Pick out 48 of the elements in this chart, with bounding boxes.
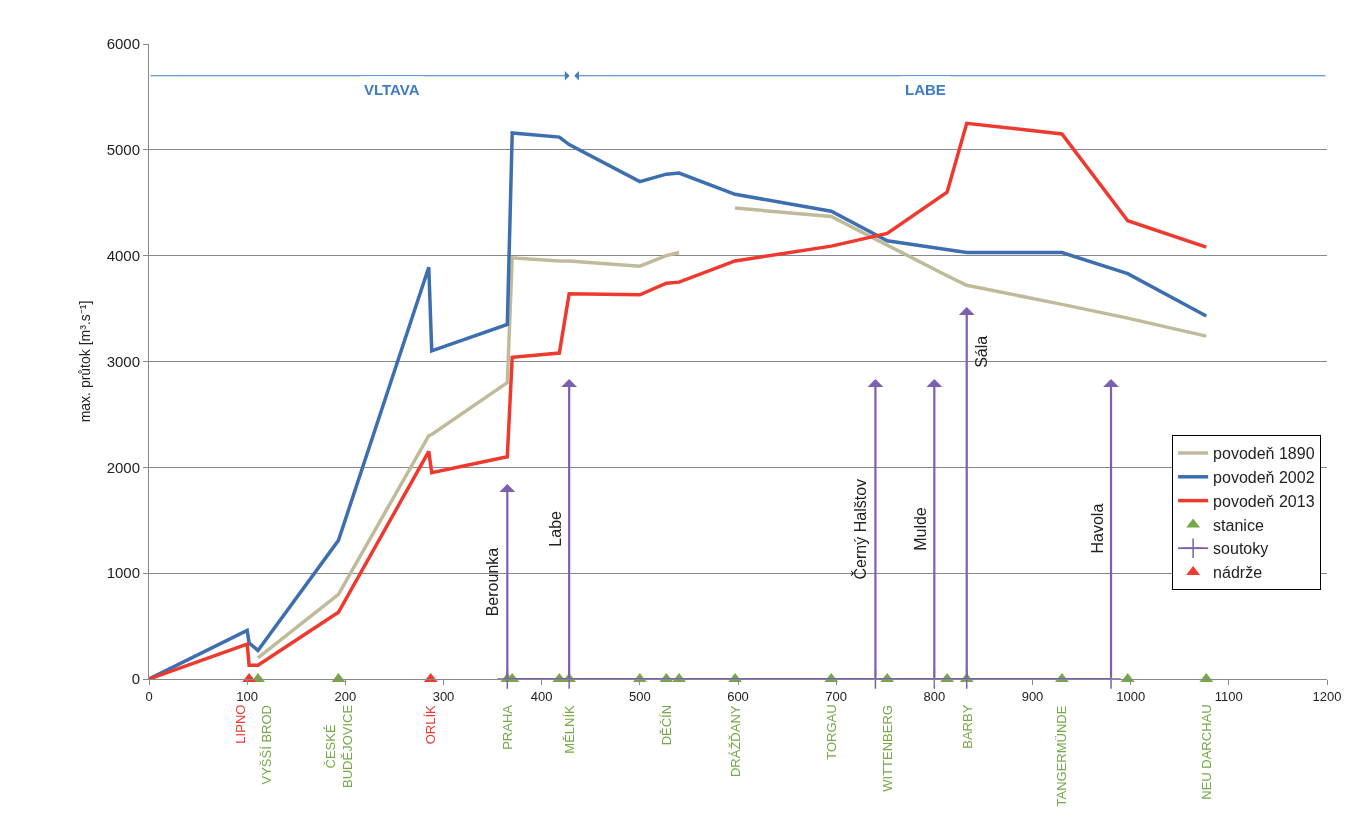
data-label: BARBY [959,704,975,749]
y-tick-label: 4000 [106,246,140,264]
y-tick-label: 5000 [106,141,140,159]
annotation: Černý Halštov [851,478,870,580]
annotation: LABE [905,81,946,98]
y-tick-label: 6000 [106,35,140,53]
x-tick-label: 900 [1021,688,1044,704]
y-tick-label: 1000 [106,564,140,582]
data-label: LIPNO [232,704,248,744]
legend-label: soutoky [1213,540,1269,558]
x-tick-label: 800 [923,688,946,704]
data-label: TANGERMÜNDE [1054,705,1070,807]
data-label: DRÁŽĎANY [728,705,744,778]
annotation: VLTAVA [364,81,420,98]
x-tick-label: 600 [727,688,749,704]
x-tick-label: 100 [236,688,259,704]
data-label: MĚLNÍK [561,704,577,754]
x-tick-label: 300 [432,688,455,704]
x-tick-label: 500 [628,688,651,704]
legend-label: nádrže [1213,564,1263,582]
x-tick-label: 0 [145,688,153,704]
annotation: Havola [1088,503,1106,554]
y-tick-label: 3000 [106,352,140,370]
data-label: WITTENBERG [879,705,895,792]
y-tick-label: 2000 [106,458,140,476]
annotation: Sála [972,335,990,368]
data-label: ČESKÉ BUDĚJOVICE [322,704,355,788]
data-label: ORLÍK [423,704,439,745]
data-label: PRAHA [499,704,515,750]
annotation: Mulde [911,507,929,551]
legend-label: povodeň 1890 [1213,445,1315,463]
y-axis-title: max. průtok [m³.s⁻¹] [77,300,94,423]
x-tick-label: 200 [334,688,357,704]
legend-label: povodeň 2002 [1213,469,1315,487]
data-label: VYŠŠÍ BROD [259,705,275,785]
data-label: TORGAU [823,704,839,760]
annotation: Berounka [484,547,502,617]
data-label: DĚČÍN [659,704,675,746]
x-tick-label: 700 [825,688,848,704]
x-tick-label: 1000 [1116,688,1146,704]
y-tick-label: 0 [131,670,140,688]
x-tick-label: 1200 [1312,688,1342,704]
annotation: Labe [546,510,564,547]
x-tick-label: 400 [530,688,553,704]
x-tick-label: 1100 [1214,688,1243,704]
data-label: NEU DARCHAU [1198,704,1214,800]
legend-label: povodeň 2013 [1213,492,1315,510]
legend-label: stanice [1213,516,1264,534]
